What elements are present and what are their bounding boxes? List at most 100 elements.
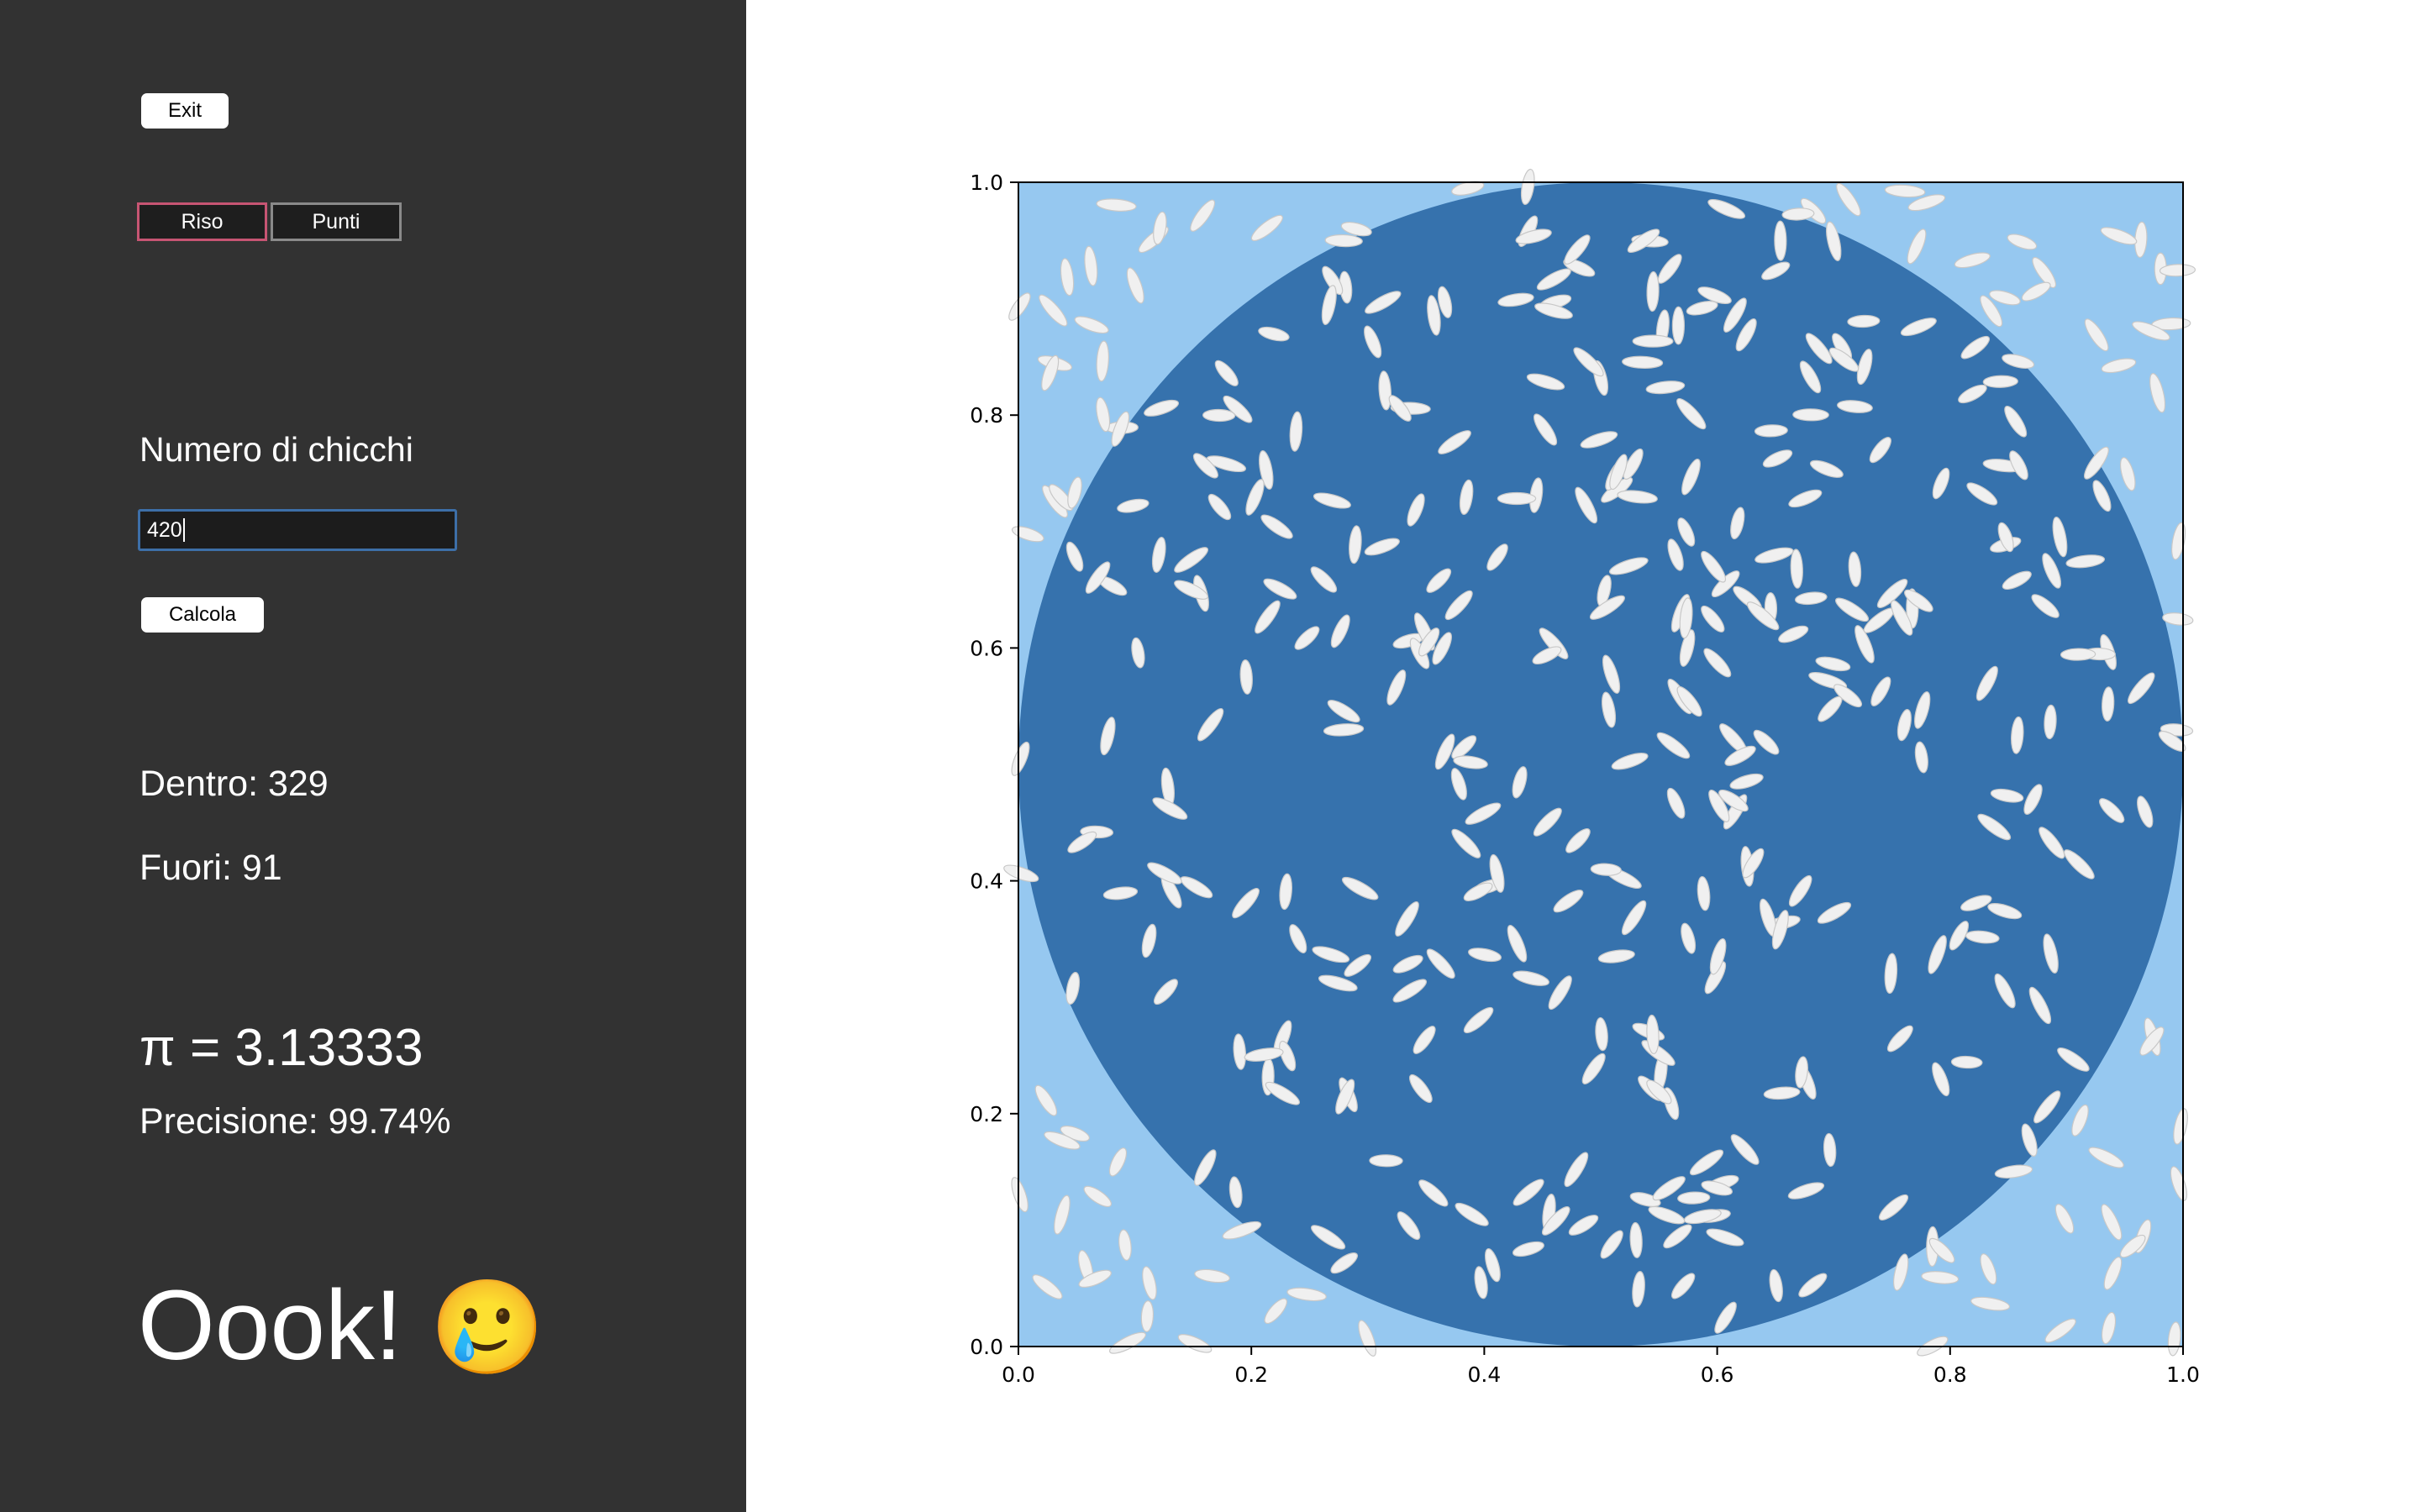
rice-grain bbox=[1265, 1081, 1300, 1105]
rice-grain bbox=[1697, 875, 1711, 911]
rice-grain bbox=[1111, 411, 1130, 447]
rice-grain bbox=[1994, 973, 2016, 1009]
rice-grain bbox=[2043, 933, 2059, 974]
rice-grain bbox=[1260, 514, 1293, 539]
rice-grain bbox=[1202, 408, 1236, 423]
rice-grain bbox=[1966, 482, 1998, 506]
rice-grain bbox=[1118, 1229, 1132, 1261]
rice-grain bbox=[1729, 773, 1764, 790]
rice-grain bbox=[1264, 1298, 1288, 1325]
rice-grain bbox=[2042, 553, 2062, 589]
rice-grain bbox=[1703, 648, 1732, 678]
rice-grain bbox=[2119, 457, 2136, 491]
rice-grain bbox=[2102, 686, 2115, 722]
rice-grain bbox=[1341, 876, 1379, 900]
rice-grain bbox=[1437, 286, 1453, 318]
y-tick-label: 0.0 bbox=[970, 1335, 1003, 1359]
rice-grain bbox=[1950, 1055, 1983, 1069]
rice-grain bbox=[1548, 975, 1572, 1011]
rice-grain bbox=[1244, 1047, 1284, 1062]
rice-grain bbox=[1601, 691, 1617, 728]
rice-grain bbox=[1214, 360, 1239, 386]
rice-grain bbox=[1848, 551, 1862, 587]
rice-grain bbox=[1153, 211, 1167, 245]
rice-grain bbox=[2031, 594, 2060, 618]
rice-grain bbox=[1982, 375, 2018, 388]
x-tick-label: 0.4 bbox=[1468, 1362, 1502, 1387]
tab-riso[interactable]: Riso bbox=[137, 202, 267, 241]
rice-grain bbox=[1681, 459, 1701, 496]
rice-grain bbox=[1102, 886, 1139, 900]
rice-grain bbox=[1709, 937, 1727, 975]
rice-grain bbox=[1781, 207, 1815, 221]
rice-grain bbox=[1714, 1301, 1737, 1334]
rice-grain bbox=[1761, 261, 1791, 281]
rice-grain bbox=[1754, 547, 1794, 564]
tab-punti[interactable]: Punti bbox=[271, 202, 402, 241]
monte-carlo-plot: 0.0 0.2 0.4 0.6 0.8 1.0 0.0 0.2 0.4 0.6 0.8 1.0 bbox=[970, 168, 2200, 1387]
rice-grain bbox=[1451, 828, 1481, 858]
rice-grain bbox=[1730, 507, 1745, 540]
rice-grain bbox=[1455, 1202, 1489, 1226]
rice-grain bbox=[1413, 1026, 1436, 1054]
rice-grain bbox=[1344, 953, 1372, 977]
rice-grain bbox=[1526, 373, 1565, 391]
rice-grain bbox=[2044, 1318, 2076, 1343]
rice-grain bbox=[1078, 1269, 1112, 1288]
rice-grain bbox=[1312, 946, 1350, 963]
rice-grain bbox=[1989, 290, 2021, 306]
rice-grain bbox=[2002, 354, 2035, 369]
rice-grain bbox=[1011, 526, 1044, 543]
rice-grain bbox=[1975, 665, 1998, 701]
rice-grain bbox=[1311, 1225, 1346, 1250]
rice-grain bbox=[1708, 789, 1730, 822]
rice-grain bbox=[1815, 656, 1851, 672]
rice-grain bbox=[1632, 1271, 1645, 1308]
rice-grain bbox=[2101, 358, 2137, 374]
grains-count-input[interactable]: 420 bbox=[138, 509, 457, 551]
rice-grain bbox=[1997, 522, 2014, 553]
rice-grain bbox=[1805, 333, 1833, 365]
rice-grain bbox=[1753, 729, 1780, 755]
rice-grain bbox=[1788, 874, 1812, 907]
rice-grain bbox=[1541, 1206, 1570, 1236]
rice-grain bbox=[1965, 930, 2000, 944]
rice-grain bbox=[1884, 184, 1926, 198]
rice-grain bbox=[1258, 326, 1290, 342]
rice-grain bbox=[2004, 405, 2028, 438]
rice-grain bbox=[1602, 654, 1621, 694]
rice-grain bbox=[1085, 561, 1111, 594]
rice-grain bbox=[1141, 923, 1157, 958]
rice-grain bbox=[1608, 557, 1649, 575]
exit-button[interactable]: Exit bbox=[141, 93, 229, 129]
rice-grain bbox=[1928, 1237, 1955, 1263]
rice-grain bbox=[1980, 295, 2003, 328]
rice-grain bbox=[1432, 632, 1452, 665]
rice-grain bbox=[1568, 1215, 1599, 1236]
rice-grain bbox=[1108, 1147, 1128, 1177]
rice-grain bbox=[2158, 730, 2186, 752]
rice-grain bbox=[1117, 498, 1150, 513]
rice-grain bbox=[1833, 684, 1863, 708]
rice-grain bbox=[1611, 753, 1649, 770]
text-caret bbox=[182, 518, 185, 542]
rice-grain bbox=[1900, 318, 1937, 337]
rice-grain bbox=[1194, 1268, 1230, 1284]
rice-grain bbox=[1609, 454, 1628, 491]
rice-grain bbox=[1817, 901, 1852, 924]
rice-grain bbox=[1255, 600, 1281, 634]
rice-grain bbox=[1977, 813, 2012, 841]
calculate-button[interactable]: Calcola bbox=[141, 597, 264, 633]
rice-grain bbox=[1327, 700, 1360, 723]
rice-grain bbox=[1388, 395, 1412, 422]
rice-grain bbox=[2071, 1104, 2089, 1137]
rice-grain bbox=[1907, 194, 1946, 212]
rice-grain bbox=[1450, 768, 1467, 801]
rice-grain bbox=[1180, 876, 1213, 899]
rice-grain bbox=[1463, 1006, 1494, 1034]
rice-grain bbox=[1364, 538, 1400, 556]
rice-grain bbox=[1192, 453, 1218, 479]
rice-grain bbox=[1263, 578, 1297, 600]
rice-grain bbox=[1378, 370, 1392, 411]
rice-grain bbox=[2060, 648, 2096, 661]
